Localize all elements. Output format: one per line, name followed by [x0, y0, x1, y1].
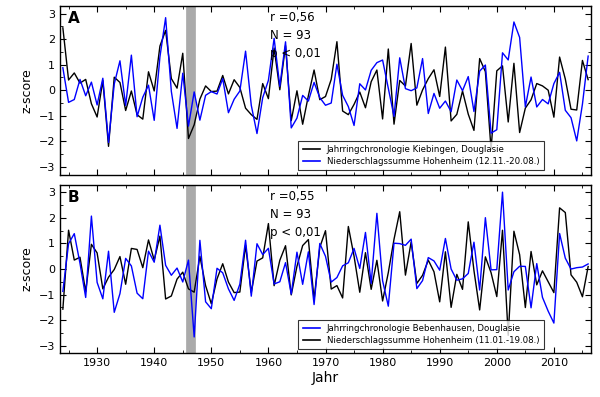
Text: A: A [68, 11, 80, 26]
Y-axis label: z-score: z-score [20, 247, 33, 291]
Text: r =0,56
N = 93
p < 0,01: r =0,56 N = 93 p < 0,01 [270, 11, 320, 60]
Text: r =0,55
N = 93
p < 0,01: r =0,55 N = 93 p < 0,01 [270, 190, 320, 239]
Legend: Jahrringchronologie Bebenhausen, Douglasie, Niederschlagssumme Hohenheim (11.01.: Jahrringchronologie Bebenhausen, Douglas… [298, 320, 544, 349]
Legend: Jahrringchronologie Kiebingen, Douglasie, Niederschlagssumme Hohenheim (12.11.-2: Jahrringchronologie Kiebingen, Douglasie… [298, 141, 544, 170]
Y-axis label: z-score: z-score [20, 68, 33, 113]
X-axis label: Jahr: Jahr [312, 371, 339, 385]
Text: B: B [68, 190, 80, 205]
